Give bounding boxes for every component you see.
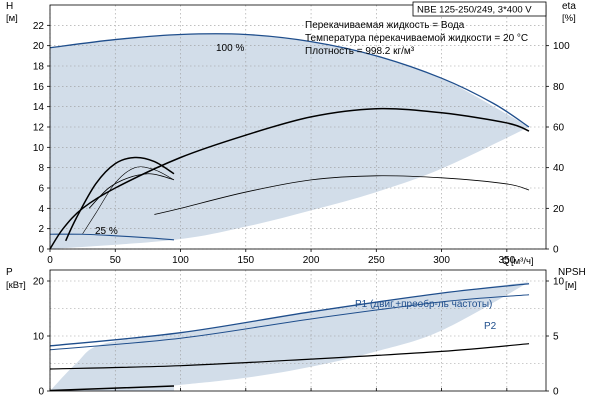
y2-axis-unit: [%] xyxy=(562,13,576,24)
series-label-p2: P2 xyxy=(484,321,497,332)
top-series-line-3 xyxy=(88,173,175,209)
chart-title: NBE 125-250/249, 3*400 V xyxy=(417,5,532,16)
npsh-axis-unit: [м] xyxy=(565,280,577,291)
top-axes: 0 50 100 150 200 250 300 3500246810121416182022… xyxy=(33,4,570,266)
npsh-tick-label: 5 xyxy=(553,332,559,343)
x-tick-label: 200 xyxy=(303,255,320,266)
x-axis-label: Q xyxy=(502,256,510,267)
y2-tick-label: 0 xyxy=(553,245,559,256)
y-tick-label: 0 xyxy=(38,245,44,256)
top-operating-region-fill xyxy=(50,33,530,249)
annotation-temperature: Температура перекачиваемой жидкости = 20… xyxy=(305,33,528,44)
p-axis-label: P xyxy=(6,267,13,278)
bottom-operating-region-fill xyxy=(50,282,530,391)
y-tick-label: 18 xyxy=(33,62,45,73)
curve-label-25: 25 % xyxy=(95,226,118,237)
y-tick-label: 12 xyxy=(33,123,45,134)
bottom-series-group xyxy=(49,283,530,392)
npsh-tick-label: 0 xyxy=(553,387,559,398)
x-tick-label: 350 xyxy=(498,255,515,266)
top-series-line-4 xyxy=(49,107,530,250)
bottom-plot-frame xyxy=(49,269,547,392)
bottom-grid xyxy=(49,270,546,391)
y2-tick-label: 100 xyxy=(553,41,570,52)
top-series-line-0 xyxy=(49,33,530,128)
y-tick-label: 14 xyxy=(33,102,45,113)
top-operating-region xyxy=(50,33,530,249)
power-npsh-chart: 0 10 20 0 5 10 P [кВт] NPSH [м] P1 (двиг.+пре… xyxy=(6,267,586,398)
series-label-p1: P1 (двиг.+преобр-ль частоты) xyxy=(355,298,492,310)
y-tick-label: 4 xyxy=(38,204,44,215)
p-tick-label: 0 xyxy=(38,387,44,398)
annotation-density: Плотность = 998.2 кг/м³ xyxy=(305,46,415,57)
bottom-series-line-0 xyxy=(49,283,530,347)
bottom-axes: 0 10 20 0 5 10 xyxy=(33,269,565,398)
x-tick-label: 150 xyxy=(237,255,254,266)
y2-axis-label: eta xyxy=(562,1,576,12)
bottom-operating-region xyxy=(50,282,530,391)
top-grid xyxy=(49,5,546,250)
title-box xyxy=(412,1,547,17)
npsh-axis-label: NPSH xyxy=(558,267,586,278)
y-tick-label: 22 xyxy=(33,21,45,32)
x-tick-label: 50 xyxy=(110,255,122,266)
x-tick-label: 250 xyxy=(368,255,385,266)
y-tick-label: 6 xyxy=(38,184,44,195)
y-tick-label: 20 xyxy=(33,41,45,52)
x-tick-label: 300 xyxy=(433,255,450,266)
y2-tick-label: 40 xyxy=(553,163,565,174)
y-tick-label: 2 xyxy=(38,224,44,235)
y2-tick-label: 80 xyxy=(553,82,565,93)
top-series-group xyxy=(49,33,530,250)
p-tick-label: 10 xyxy=(33,332,45,343)
p-axis-unit: [кВт] xyxy=(6,280,26,291)
top-series-line-6 xyxy=(82,166,175,234)
y-axis-label: H xyxy=(6,1,13,12)
y2-tick-label: 60 xyxy=(553,123,565,134)
y-tick-label: 8 xyxy=(38,163,44,174)
npsh-tick-label: 10 xyxy=(553,277,565,288)
head-efficiency-chart: 0 50 100 150 200 250 300 3500246810121416182022… xyxy=(6,1,576,267)
y-tick-label: 16 xyxy=(33,82,45,93)
y2-tick-label: 20 xyxy=(553,204,565,215)
x-tick-label: 0 xyxy=(47,255,53,266)
bottom-series-line-3 xyxy=(49,385,175,392)
x-tick-label: 100 xyxy=(172,255,189,266)
top-series-line-2 xyxy=(64,156,175,242)
y-axis-unit: [м] xyxy=(6,13,18,24)
bottom-series-line-2 xyxy=(49,343,530,370)
annotation-liquid: Перекачиваемая жидкость = Вода xyxy=(305,20,465,31)
curve-label-100: 100 % xyxy=(216,43,244,54)
bottom-series-line-1 xyxy=(49,294,530,351)
p-tick-label: 20 xyxy=(33,277,45,288)
x-axis-unit: [м³/ч] xyxy=(511,256,534,267)
y-tick-label: 10 xyxy=(33,143,45,154)
top-series-line-1 xyxy=(49,233,175,241)
top-series-line-5 xyxy=(154,175,530,215)
